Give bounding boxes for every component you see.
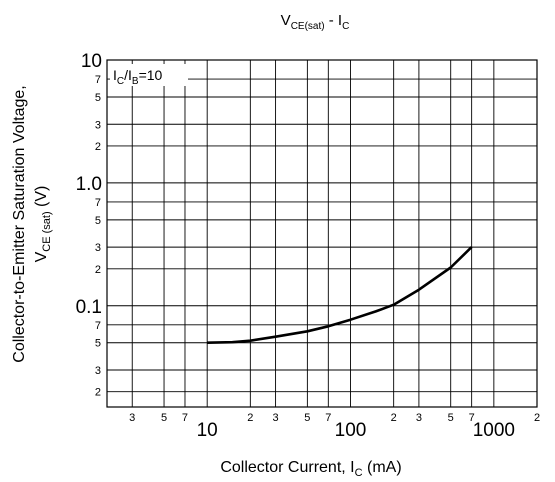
tick-labels: 10 100 1000 3 5 7 2 3 5 7 2 3 5 7 2 10 1.0 0.1 7 5 3 2 7 5 3 2 7 5 3…: [76, 51, 540, 441]
x-major-tick-label: 100: [335, 420, 367, 441]
y-minor-tick-label: 7: [95, 74, 101, 86]
x-major-tick-label: 10: [197, 420, 218, 441]
y-minor-tick-label: 5: [95, 92, 101, 104]
x-minor-tick-label: 5: [448, 412, 454, 424]
x-minor-tick-label: 3: [129, 412, 135, 424]
x-major-tick-label: 1000: [473, 420, 515, 441]
y-minor-tick-label: 7: [95, 320, 101, 332]
y-axis-label-line1: Collector-to-Emitter Saturation Voltage,: [11, 85, 28, 362]
y-major-tick-label: 0.1: [76, 297, 102, 318]
y-minor-tick-label: 5: [95, 338, 101, 350]
x-minor-tick-label: 7: [182, 412, 188, 424]
annotation-background: [110, 64, 188, 86]
x-minor-tick-label: 5: [161, 412, 167, 424]
y-minor-tick-label: 3: [95, 242, 101, 254]
x-minor-tick-label: 2: [534, 412, 540, 424]
y-minor-tick-label: 3: [95, 119, 101, 131]
x-minor-tick-label: 3: [416, 412, 422, 424]
y-minor-tick-label: 3: [95, 365, 101, 377]
y-axis-label-line2: VCE (sat) (V): [33, 186, 53, 263]
y-minor-tick-label: 2: [95, 141, 101, 153]
plot-frame: [106, 59, 538, 408]
x-axis-label: Collector Current, IC (mA): [220, 459, 401, 479]
x-minor-tick-label: 2: [391, 412, 397, 424]
x-minor-tick-label: 5: [304, 412, 310, 424]
chart-title: VCE(sat) - IC: [281, 12, 350, 32]
y-minor-tick-label: 2: [95, 264, 101, 276]
y-minor-tick-label: 5: [95, 215, 101, 227]
y-major-tick-label: 1.0: [76, 174, 102, 195]
y-major-tick-label: 10: [81, 51, 102, 72]
y-minor-tick-label: 2: [95, 387, 101, 399]
y-minor-tick-label: 7: [95, 197, 101, 209]
x-minor-tick-label: 7: [325, 412, 331, 424]
y-axis-label: Collector-to-Emitter Saturation Voltage,…: [11, 85, 53, 362]
x-minor-tick-label: 2: [247, 412, 253, 424]
x-minor-tick-label: 7: [469, 412, 475, 424]
series-line: [207, 246, 473, 344]
current-ratio-annotation: IC/IB=10: [113, 67, 163, 87]
grid-lines: [107, 60, 537, 407]
x-minor-tick-label: 3: [273, 412, 279, 424]
